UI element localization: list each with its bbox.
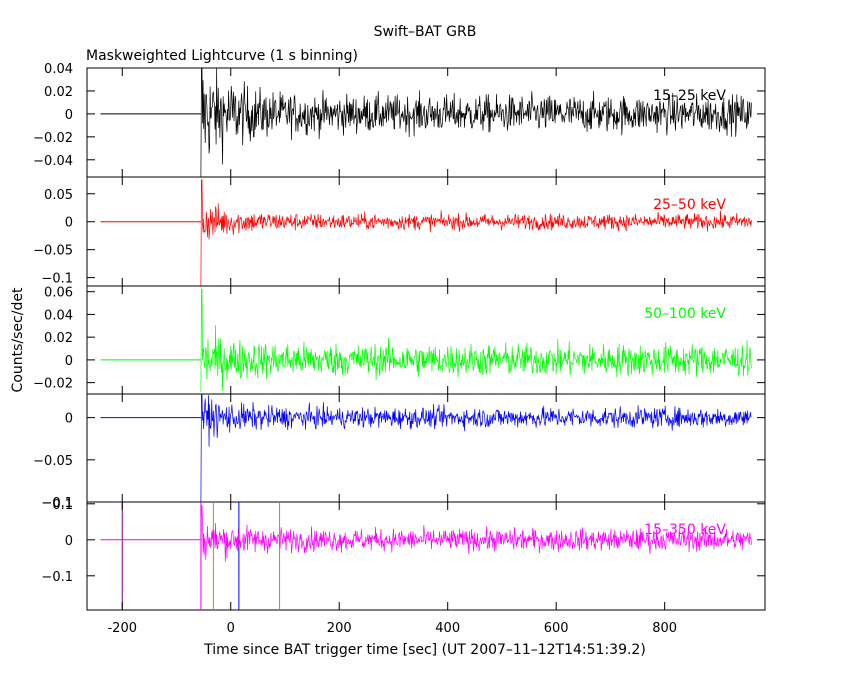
y-axis-label: Counts/sec/det xyxy=(10,287,26,392)
x-tick-label: -200 xyxy=(107,621,137,636)
panel-frame xyxy=(86,393,766,503)
panel-frame xyxy=(86,501,766,611)
y-tick-label: 0.02 xyxy=(44,331,73,346)
y-tick-label: 0 xyxy=(65,354,73,369)
plot-layer: 0.04 0.02 0 −0.02 −0.04 15–25 keV 0.05 0 −0.05 −0… xyxy=(33,62,766,636)
y-tick-label: 0 xyxy=(65,412,73,427)
series-line xyxy=(200,179,752,287)
y-tick-label: 0.04 xyxy=(44,62,73,77)
y-tick-label: −0.1 xyxy=(41,272,73,287)
y-tick-label: 0.02 xyxy=(44,85,73,100)
band-label: 25–50 keV xyxy=(653,197,726,213)
y-tick-label: −0.04 xyxy=(33,154,73,169)
panel-frame xyxy=(86,285,766,395)
panel-frame xyxy=(86,176,766,287)
band-label: 15–25 keV xyxy=(653,88,726,104)
y-tick-label: 0.05 xyxy=(44,188,73,203)
chart-subtitle: Maskweighted Lightcurve (1 s binning) xyxy=(86,48,358,64)
series-line xyxy=(200,67,752,178)
series-line xyxy=(200,289,752,392)
y-tick-label: −0.1 xyxy=(41,496,73,511)
y-tick-label: −0.1 xyxy=(41,496,73,511)
x-tick-label: 200 xyxy=(327,621,352,636)
y-tick-label: 0 xyxy=(65,108,73,123)
y-tick-label: 0 xyxy=(65,216,73,231)
x-tick-label: 0 xyxy=(227,621,235,636)
y-tick-label: −0.1 xyxy=(41,570,73,585)
series-line xyxy=(200,505,752,611)
chart-title: Swift–BAT GRB xyxy=(374,24,477,40)
y-tick-label: −0.02 xyxy=(33,131,73,146)
x-axis-label: Time since BAT trigger time [sec] (UT 20… xyxy=(203,642,646,658)
x-tick-label: 400 xyxy=(435,621,460,636)
x-tick-label: 600 xyxy=(544,621,569,636)
band-label: 50–100 keV xyxy=(644,306,726,322)
x-tick-label: 800 xyxy=(652,621,677,636)
series-line xyxy=(200,393,752,503)
y-tick-label: −0.05 xyxy=(33,454,73,469)
band-label: 15–350 keV xyxy=(644,522,726,538)
y-tick-label: −0.02 xyxy=(33,377,73,392)
y-tick-label: 0.04 xyxy=(44,308,73,323)
y-tick-label: 0.06 xyxy=(44,286,73,301)
y-tick-label: 0 xyxy=(65,534,73,549)
y-tick-label: −0.05 xyxy=(33,244,73,259)
y-tick-label: 0.1 xyxy=(52,498,73,513)
